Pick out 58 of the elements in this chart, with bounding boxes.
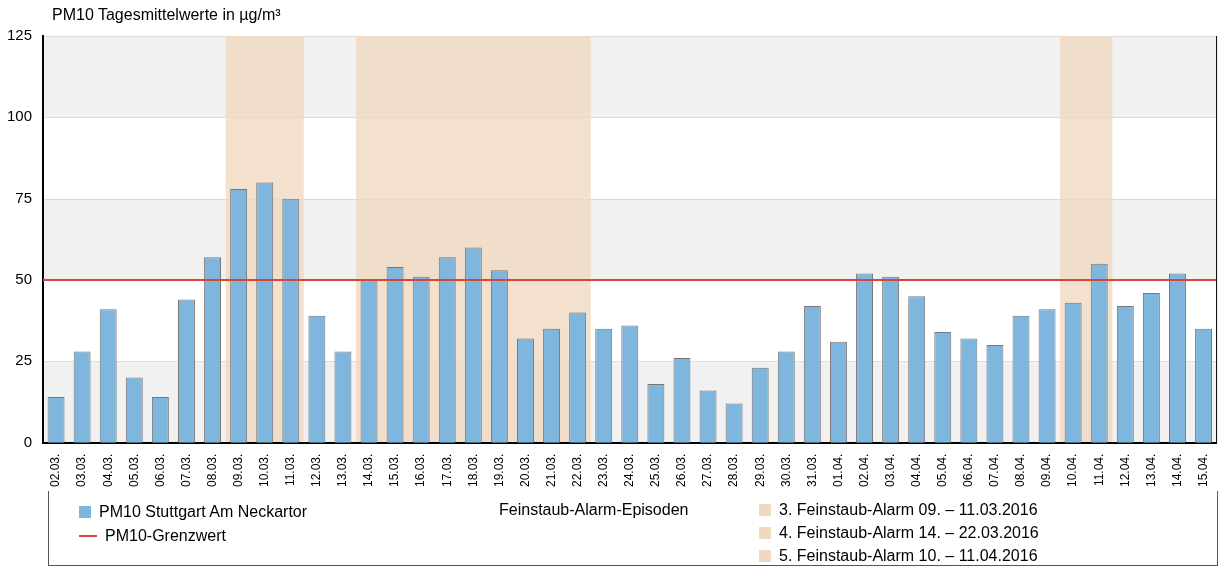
x-tick-label: 06.03.	[152, 453, 167, 488]
x-tick-label: 31.03.	[804, 453, 819, 488]
x-tick-label: 30.03.	[778, 453, 793, 488]
x-tick-label: 05.04.	[935, 453, 950, 488]
legend-label: 3. Feinstaub-Alarm 09. – 11.03.2016	[779, 501, 1038, 519]
x-tick-label: 13.03.	[335, 453, 350, 488]
x-tick-label: 11.03.	[283, 453, 298, 487]
x-tick-label: 15.03.	[387, 453, 402, 488]
x-tick-label: 16.03.	[413, 453, 428, 488]
x-tick-label: 27.03.	[700, 453, 715, 488]
y-tick-label: 100	[7, 107, 33, 125]
x-tick-label: 10.04.	[1065, 453, 1080, 488]
legend-label: 5. Feinstaub-Alarm 10. – 11.04.2016	[779, 547, 1038, 565]
x-tick-label: 08.03.	[204, 453, 219, 488]
x-tick-label: 18.03.	[465, 453, 480, 488]
x-tick-label: 14.03.	[361, 453, 376, 488]
x-tick-label: 22.03.	[569, 453, 584, 488]
x-tick-label: 19.03.	[491, 453, 506, 488]
x-tick-label: 06.04.	[961, 453, 976, 488]
chart-title: PM10 Tagesmittelwerte in µg/m³	[52, 6, 281, 24]
x-tick-label: 14.04.	[1169, 453, 1184, 488]
x-tick-label: 24.03.	[622, 453, 637, 488]
y-tick-label: 25	[15, 351, 33, 369]
x-tick-label: 20.03.	[517, 453, 532, 488]
x-tick-label: 26.03.	[674, 453, 689, 488]
x-tick-label: 01.04.	[830, 453, 845, 488]
x-tick-label: 10.03.	[257, 453, 272, 488]
x-tick-label: 12.04.	[1117, 453, 1132, 488]
x-tick-label: 03.03.	[74, 453, 89, 488]
y-tick-label: 125	[7, 26, 33, 44]
legend-title: Feinstaub-Alarm-Episoden	[499, 501, 689, 519]
x-tick-label: 03.04.	[882, 453, 897, 488]
x-tick-label: 29.03.	[752, 453, 767, 488]
x-tick-label: 04.04.	[909, 453, 923, 488]
x-tick-label: 09.04.	[1039, 453, 1054, 488]
x-tick-label: 05.03.	[126, 453, 141, 488]
x-tick-label: 21.03.	[543, 453, 558, 488]
legend-label: 4. Feinstaub-Alarm 14. – 22.03.2016	[779, 524, 1039, 542]
y-tick-label: 0	[23, 432, 33, 450]
x-tick-label: 25.03.	[648, 453, 663, 488]
x-tick-label: 09.03.	[230, 453, 245, 488]
x-tick-label: 07.03.	[178, 453, 193, 488]
x-tick-label: 04.03.	[100, 453, 115, 488]
x-tick-label: 08.04.	[1013, 453, 1028, 488]
x-tick-label: 28.03.	[726, 453, 741, 488]
y-tick-label: 50	[15, 270, 33, 288]
x-tick-label: 02.04.	[856, 453, 871, 488]
legend-label: PM10-Grenzwert	[105, 527, 226, 545]
y-tick-label: 75	[15, 188, 33, 206]
x-tick-label: 13.04.	[1143, 453, 1158, 488]
legend-label: PM10 Stuttgart Am Neckartor	[99, 503, 308, 521]
x-tick-label: 11.04.	[1091, 453, 1106, 487]
x-tick-label: 07.04.	[987, 453, 1002, 488]
x-tick-label: 23.03.	[596, 453, 611, 488]
x-tick-label: 02.03.	[48, 453, 63, 488]
x-tick-label: 12.03.	[309, 453, 324, 488]
x-tick-label: 17.03.	[439, 453, 454, 488]
x-tick-label: 15.04.	[1195, 453, 1210, 488]
